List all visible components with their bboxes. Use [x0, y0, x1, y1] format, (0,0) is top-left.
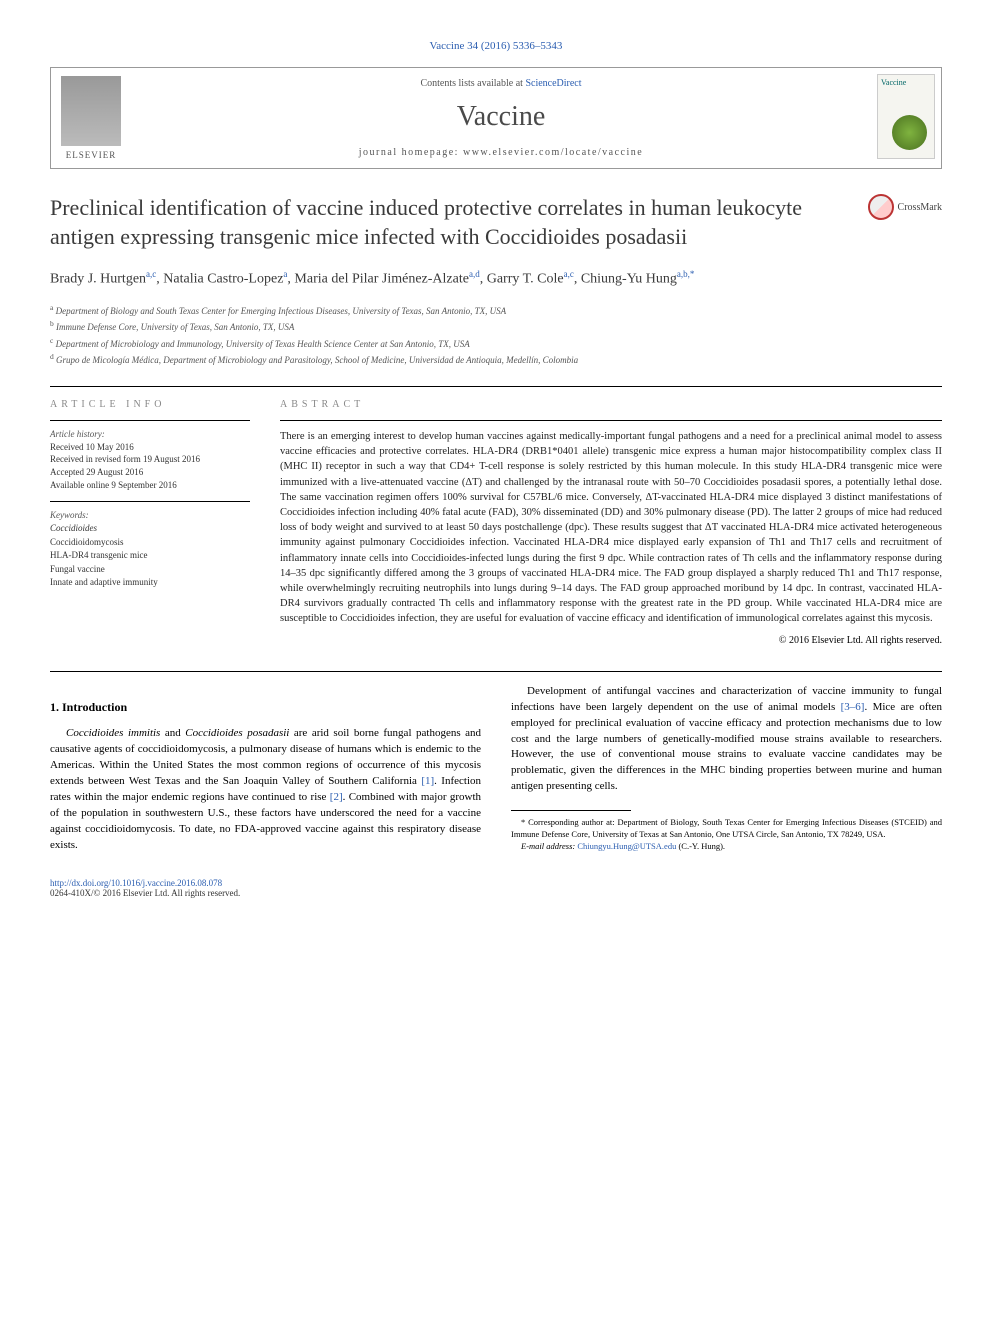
article-title: Preclinical identification of vaccine in…: [50, 194, 868, 251]
author-4[interactable]: Garry T. Cole: [487, 272, 564, 287]
ref-1[interactable]: [1]: [421, 775, 434, 787]
author-5-aff[interactable]: a,b,: [677, 269, 690, 279]
section-divider: [50, 386, 942, 387]
issn-copyright: 0264-410X/© 2016 Elsevier Ltd. All right…: [50, 888, 942, 898]
author-1[interactable]: Brady J. Hurtgen: [50, 272, 146, 287]
affiliations: a Department of Biology and South Texas …: [50, 302, 942, 368]
author-2[interactable]: Natalia Castro-Lopez: [163, 272, 283, 287]
abstract-column: ABSTRACT There is an emerging interest t…: [280, 399, 942, 646]
journal-header-box: ELSEVIER Contents lists available at Sci…: [50, 67, 942, 169]
author-3-aff[interactable]: a,d: [469, 269, 480, 279]
corresponding-author-note: * Corresponding author at: Department of…: [511, 817, 942, 841]
author-5[interactable]: Chiung-Yu Hung: [581, 272, 677, 287]
info-divider-2: [50, 501, 250, 502]
author-5-corr[interactable]: *: [690, 269, 695, 279]
abstract-divider: [280, 420, 942, 421]
sciencedirect-link[interactable]: ScienceDirect: [525, 78, 581, 89]
received-date: Received 10 May 2016: [50, 441, 250, 454]
author-2-aff[interactable]: a: [283, 269, 287, 279]
history-label: Article history:: [50, 429, 250, 439]
keyword-4: Fungal vaccine: [50, 563, 250, 577]
crossmark-badge[interactable]: CrossMark: [868, 194, 942, 220]
article-history: Received 10 May 2016 Received in revised…: [50, 441, 250, 491]
article-info-sidebar: ARTICLE INFO Article history: Received 1…: [50, 399, 250, 646]
keyword-2: Coccidioidomycosis: [50, 536, 250, 550]
author-list: Brady J. Hurtgena,c, Natalia Castro-Lope…: [50, 269, 942, 288]
contents-available: Contents lists available at ScienceDirec…: [141, 78, 861, 89]
keywords-label: Keywords:: [50, 510, 250, 520]
info-divider-1: [50, 420, 250, 421]
abstract-heading: ABSTRACT: [280, 399, 942, 410]
author-1-aff[interactable]: a,c: [146, 269, 156, 279]
journal-name: Vaccine: [141, 101, 861, 133]
author-4-aff[interactable]: a,c: [564, 269, 574, 279]
virus-icon: [892, 115, 927, 150]
intro-heading: 1. Introduction: [50, 699, 481, 716]
intro-paragraph-1: Coccidioides immitis and Coccidioides po…: [50, 726, 481, 854]
affiliation-d: Grupo de Micología Médica, Department of…: [56, 355, 578, 365]
journal-cover[interactable]: Vaccine: [871, 68, 941, 168]
species-1: Coccidioides immitis: [66, 727, 160, 739]
author-3[interactable]: Maria del Pilar Jiménez-Alzate: [294, 272, 469, 287]
email-footnote: E-mail address: Chiungyu.Hung@UTSA.edu (…: [511, 841, 942, 853]
crossmark-icon: [868, 194, 894, 220]
species-2: Coccidioides posadasii: [185, 727, 289, 739]
email-suffix: (C.-Y. Hung).: [676, 841, 725, 851]
p1-text-b: and: [160, 727, 185, 739]
keyword-3: HLA-DR4 transgenic mice: [50, 549, 250, 563]
body-content: 1. Introduction Coccidioides immitis and…: [50, 684, 942, 859]
ref-2[interactable]: [2]: [330, 791, 343, 803]
cover-image: Vaccine: [877, 74, 935, 159]
p2-text-b: . Mice are often employed for preclinica…: [511, 701, 942, 793]
abstract-copyright: © 2016 Elsevier Ltd. All rights reserved…: [280, 635, 942, 646]
article-info-heading: ARTICLE INFO: [50, 399, 250, 410]
cover-title: Vaccine: [878, 75, 934, 90]
affiliation-a: Department of Biology and South Texas Ce…: [56, 306, 507, 316]
publisher-logo[interactable]: ELSEVIER: [51, 68, 131, 168]
email-link[interactable]: Chiungyu.Hung@UTSA.edu: [577, 841, 676, 851]
accepted-date: Accepted 29 August 2016: [50, 466, 250, 479]
body-divider: [50, 671, 942, 672]
email-label: E-mail address:: [521, 841, 577, 851]
journal-homepage: journal homepage: www.elsevier.com/locat…: [141, 147, 861, 158]
doi-link[interactable]: http://dx.doi.org/10.1016/j.vaccine.2016…: [50, 878, 222, 888]
keyword-5: Innate and adaptive immunity: [50, 576, 250, 590]
keywords-list: Coccidioides Coccidioidomycosis HLA-DR4 …: [50, 522, 250, 590]
abstract-text: There is an emerging interest to develop…: [280, 429, 942, 627]
crossmark-label: CrossMark: [898, 202, 942, 213]
page-footer: http://dx.doi.org/10.1016/j.vaccine.2016…: [50, 878, 942, 898]
homepage-prefix: journal homepage:: [359, 147, 463, 158]
affiliation-b: Immune Defense Core, University of Texas…: [56, 322, 294, 332]
ref-3-6[interactable]: [3–6]: [841, 701, 865, 713]
keyword-1: Coccidioides: [50, 523, 97, 533]
elsevier-tree-icon: [61, 76, 121, 146]
online-date: Available online 9 September 2016: [50, 479, 250, 492]
contents-prefix: Contents lists available at: [420, 78, 525, 89]
homepage-url[interactable]: www.elsevier.com/locate/vaccine: [463, 147, 643, 158]
revised-date: Received in revised form 19 August 2016: [50, 453, 250, 466]
publisher-name: ELSEVIER: [66, 150, 117, 160]
affiliation-c: Department of Microbiology and Immunolog…: [56, 339, 470, 349]
header-center: Contents lists available at ScienceDirec…: [131, 68, 871, 168]
intro-paragraph-2: Development of antifungal vaccines and c…: [511, 684, 942, 796]
citation-link[interactable]: Vaccine 34 (2016) 5336–5343: [50, 40, 942, 52]
title-text: Preclinical identification of vaccine in…: [50, 195, 802, 249]
footnote-divider: [511, 810, 631, 811]
